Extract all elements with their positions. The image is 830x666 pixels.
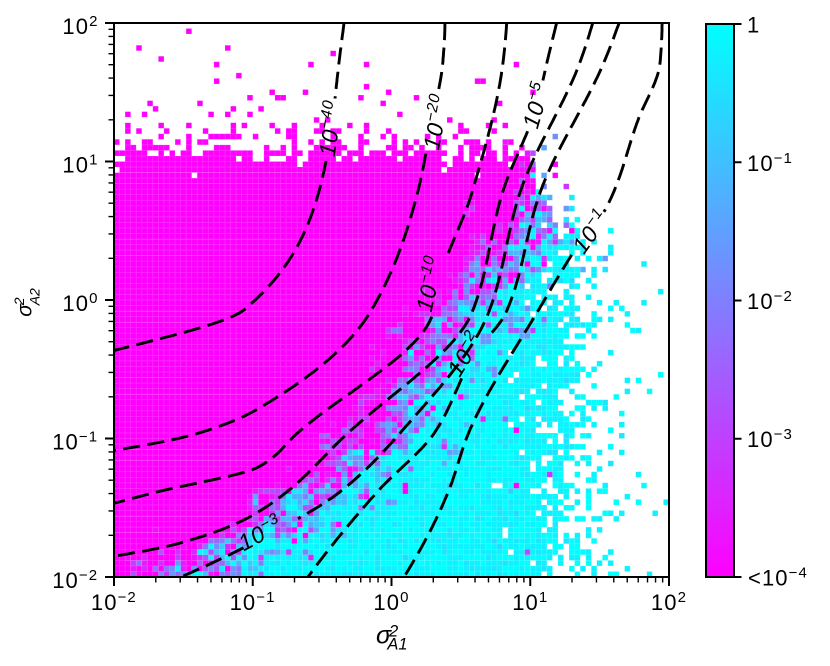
svg-text:10−3: 10−3	[747, 426, 793, 452]
svg-text:10−5: 10−5	[516, 79, 555, 131]
svg-text:σ: σ	[376, 622, 392, 650]
svg-text:σ: σ	[14, 303, 37, 317]
svg-text:1: 1	[747, 13, 759, 38]
svg-text:A2: A2	[27, 288, 43, 306]
svg-text:A1: A1	[386, 636, 407, 654]
svg-text:100: 100	[373, 589, 409, 615]
svg-text:101: 101	[62, 152, 98, 178]
svg-text:10−1: 10−1	[230, 589, 276, 615]
svg-text:2: 2	[388, 623, 398, 641]
svg-text:10−1: 10−1	[52, 429, 98, 455]
svg-text:2: 2	[11, 297, 27, 306]
